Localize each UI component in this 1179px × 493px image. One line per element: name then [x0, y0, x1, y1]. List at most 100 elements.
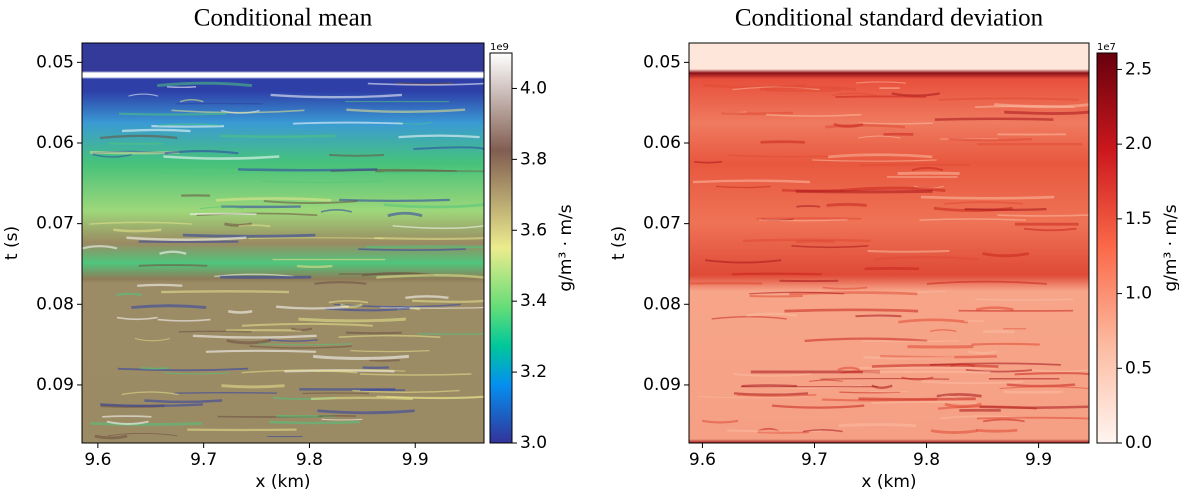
texture	[238, 224, 271, 228]
texture	[345, 331, 402, 335]
colorbar-tick-label: 0.0	[1125, 433, 1152, 453]
texture	[982, 252, 1030, 258]
heatmap-image	[82, 43, 484, 443]
texture	[157, 81, 253, 87]
texture	[930, 429, 978, 434]
texture	[117, 367, 249, 372]
texture	[716, 185, 771, 189]
texture	[997, 214, 1090, 217]
texture	[182, 233, 316, 238]
x-tick-label: 9.7	[801, 450, 828, 470]
texture	[965, 369, 1033, 373]
texture	[789, 291, 918, 296]
texture	[226, 338, 271, 345]
texture	[784, 308, 919, 313]
colorbar-label: g/m³ · m/s	[556, 204, 576, 291]
texture	[340, 303, 363, 309]
texture	[759, 219, 848, 222]
colorbar-tick-label: 3.8	[520, 149, 547, 169]
plot-frame	[81, 42, 485, 444]
texture	[711, 315, 787, 320]
texture	[975, 298, 1073, 301]
texture	[835, 95, 927, 98]
texture	[826, 202, 867, 207]
texture	[796, 239, 835, 244]
texture	[759, 85, 857, 91]
texture	[113, 228, 162, 233]
texture	[934, 117, 1054, 121]
texture	[161, 290, 290, 294]
texture	[828, 153, 933, 159]
texture	[731, 272, 822, 276]
texture	[296, 264, 333, 269]
texture	[804, 337, 928, 343]
texture	[741, 384, 798, 388]
texture	[249, 345, 352, 349]
colorbar-tick-label: 2.5	[1125, 59, 1152, 79]
texture	[163, 155, 280, 160]
texture	[352, 389, 460, 394]
texture	[873, 256, 979, 261]
texture	[126, 236, 247, 241]
texture	[929, 329, 957, 333]
texture	[920, 195, 1055, 200]
texture	[383, 203, 485, 209]
texture	[94, 434, 128, 440]
texture	[116, 316, 158, 321]
y-tick-label: 0.06	[643, 133, 681, 153]
texture	[131, 304, 207, 309]
texture	[367, 82, 485, 86]
texture	[317, 409, 415, 415]
texture	[862, 370, 991, 374]
texture	[840, 186, 946, 193]
texture	[405, 295, 449, 299]
texture	[360, 373, 472, 376]
texture	[748, 291, 845, 295]
texture	[733, 373, 812, 377]
texture	[214, 273, 294, 277]
colorbar-tick-label: 3.2	[520, 362, 547, 382]
texture	[856, 81, 906, 84]
texture	[241, 322, 373, 327]
colorbar-tick-label: 3.0	[520, 433, 547, 453]
texture	[855, 314, 902, 318]
texture	[157, 123, 222, 127]
texture	[89, 221, 193, 225]
texture	[413, 146, 485, 150]
texture	[134, 337, 171, 342]
texture	[321, 418, 363, 421]
texture	[138, 264, 208, 267]
texture	[302, 392, 370, 395]
texture	[756, 217, 862, 220]
texture	[116, 292, 142, 297]
texture	[746, 312, 797, 317]
texture	[833, 122, 864, 128]
texture	[159, 250, 187, 255]
texture	[867, 250, 950, 253]
texture	[338, 334, 441, 338]
texture	[238, 168, 378, 172]
texture	[270, 93, 403, 99]
texture	[982, 418, 1025, 423]
texture	[100, 134, 178, 140]
chart-title: Conditional standard deviation	[735, 5, 1044, 32]
texture	[248, 237, 384, 240]
texture	[929, 362, 1061, 366]
colorbar-offset: 1e7	[1097, 42, 1116, 53]
texture	[694, 160, 723, 164]
texture	[376, 273, 485, 279]
texture	[802, 428, 843, 433]
texture	[158, 171, 253, 175]
texture	[192, 334, 317, 339]
texture	[215, 197, 332, 202]
texture	[118, 112, 226, 116]
texture	[771, 404, 865, 409]
texture	[339, 198, 450, 202]
y-tick-label: 0.05	[36, 52, 74, 72]
texture	[380, 306, 485, 309]
texture	[795, 189, 933, 194]
texture	[258, 343, 352, 346]
texture	[325, 307, 410, 312]
texture	[964, 208, 1047, 212]
y-tick-label: 0.07	[643, 214, 681, 234]
